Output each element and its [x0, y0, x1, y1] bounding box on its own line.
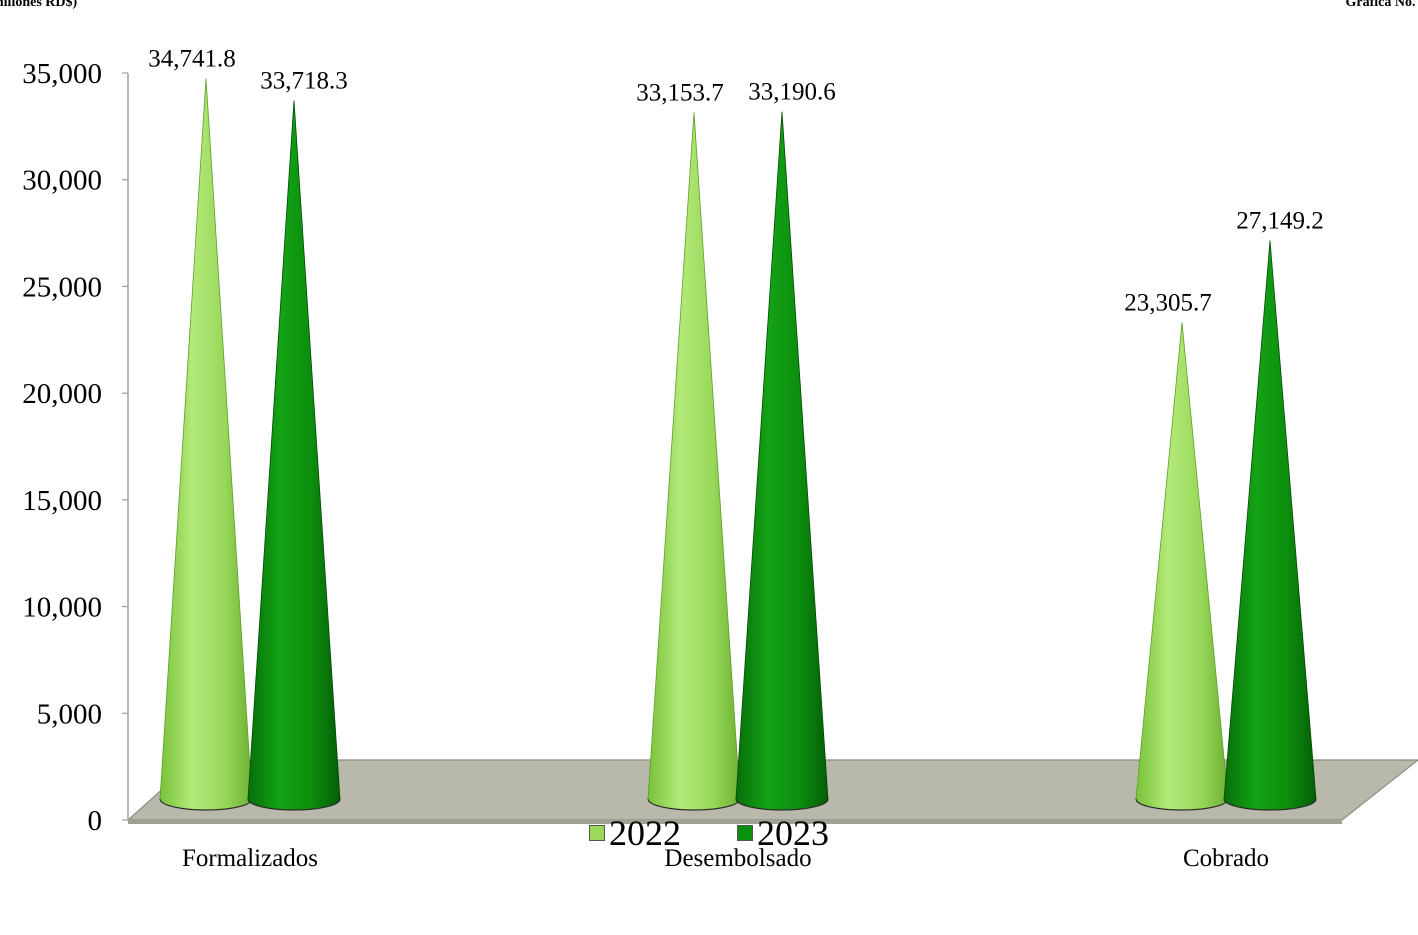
- x-category-label: Desembolsado: [664, 845, 811, 872]
- cone-base-edge: [159, 798, 253, 811]
- cone-shape: [647, 112, 741, 811]
- graph-number-label: Gráfica No. 6: [1345, 0, 1418, 10]
- cone-bar-2022-desembolsado[interactable]: [647, 112, 741, 811]
- cone-bar-2022-cobrado[interactable]: [1135, 322, 1229, 811]
- y-tick-label: 0: [88, 805, 103, 837]
- data-label: 33,718.3: [260, 67, 348, 94]
- y-tick-label: 10,000: [22, 592, 102, 624]
- cone-base-edge: [247, 798, 341, 811]
- chart-floor-edge: [128, 820, 1342, 824]
- cone-bar-2023-formalizados[interactable]: [247, 100, 341, 811]
- legend-label-2023: 2023: [757, 813, 829, 853]
- y-tick-label: 20,000: [22, 378, 102, 410]
- cone-shape: [1135, 322, 1229, 811]
- data-label: 23,305.7: [1124, 290, 1212, 317]
- legend: 2022 2023: [0, 812, 1418, 854]
- cone-shape: [1223, 240, 1317, 811]
- units-label: millones RD$): [0, 0, 78, 10]
- cone-bar-2023-cobrado[interactable]: [1223, 240, 1317, 811]
- cone-shape: [247, 100, 341, 811]
- cone-bar-2022-formalizados[interactable]: [159, 78, 253, 811]
- data-label: 33,190.6: [748, 79, 836, 106]
- legend-swatch-2023: [737, 825, 753, 841]
- y-tick-label: 25,000: [22, 271, 102, 303]
- data-label: 33,153.7: [636, 79, 724, 106]
- cone-base-edge: [647, 798, 741, 811]
- x-category-label: Cobrado: [1183, 845, 1269, 872]
- cone-shape: [159, 78, 253, 811]
- cone-base-edge: [1135, 798, 1229, 811]
- y-tick-label: 30,000: [22, 165, 102, 197]
- legend-swatch-2022: [589, 825, 605, 841]
- cone-bar-2023-desembolsado[interactable]: [735, 111, 829, 811]
- legend-item-2023[interactable]: 2023: [737, 812, 829, 854]
- data-label: 34,741.8: [148, 46, 236, 73]
- y-tick-label: 5,000: [37, 698, 102, 730]
- data-label: 27,149.2: [1236, 208, 1324, 235]
- cone-base-edge: [735, 798, 829, 811]
- x-category-label: Formalizados: [182, 845, 318, 872]
- legend-item-2022[interactable]: 2022: [589, 812, 681, 854]
- y-tick-label: 15,000: [22, 485, 102, 517]
- legend-label-2022: 2022: [609, 813, 681, 853]
- cone-shape: [735, 111, 829, 811]
- y-tick-label: 35,000: [22, 58, 102, 90]
- cone-base-edge: [1223, 798, 1317, 811]
